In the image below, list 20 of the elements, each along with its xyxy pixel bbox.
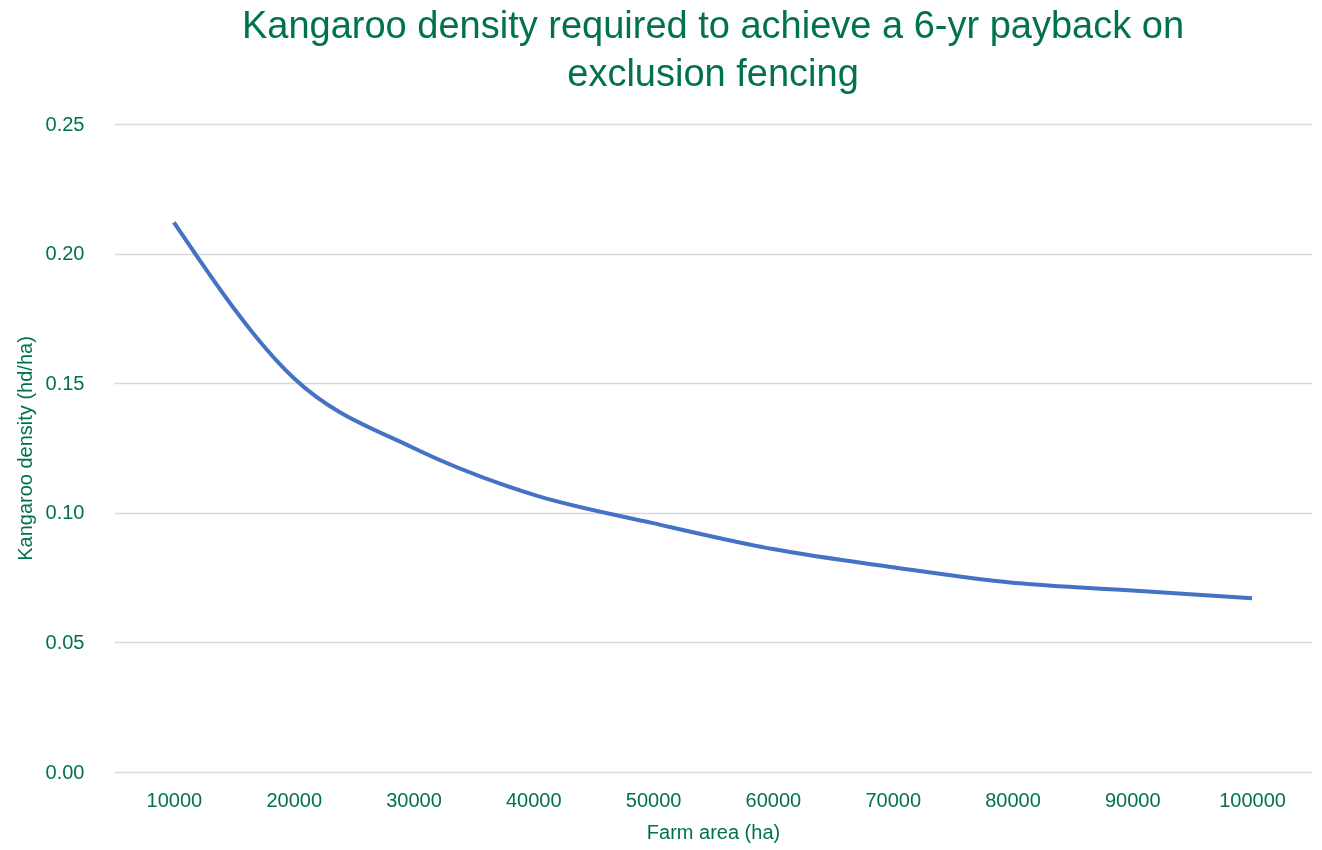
line-series — [171, 220, 1255, 601]
x-tick-label: 60000 — [745, 788, 802, 811]
chart-title: Kangaroo density required to achieve a 6-yr payback on exclusion fencing — [241, 4, 1185, 94]
y-tick-label: 0.25 — [45, 112, 85, 135]
y-tick-label: 0.00 — [45, 760, 85, 783]
x-tick-label: 50000 — [625, 788, 682, 811]
y-tick-label: 0.10 — [45, 501, 85, 524]
y-tick-label: 0.15 — [45, 371, 85, 394]
x-tick-label: 100000 — [1219, 788, 1286, 811]
x-tick-label: 30000 — [386, 788, 442, 811]
x-axis-title: Farm area (ha) — [646, 820, 781, 843]
x-tick-label: 20000 — [266, 788, 323, 811]
y-tick-label: 0.05 — [45, 630, 85, 653]
x-tick-label: 90000 — [1104, 788, 1161, 811]
x-tick-label: 10000 — [146, 788, 203, 811]
x-tick-label: 80000 — [985, 788, 1041, 811]
y-tick-label: 0.20 — [45, 242, 85, 265]
y-axis-title: Kangaroo density (hd/ha) — [13, 336, 36, 561]
x-tick-label: 40000 — [505, 788, 562, 811]
x-tick-label: 70000 — [865, 788, 922, 811]
